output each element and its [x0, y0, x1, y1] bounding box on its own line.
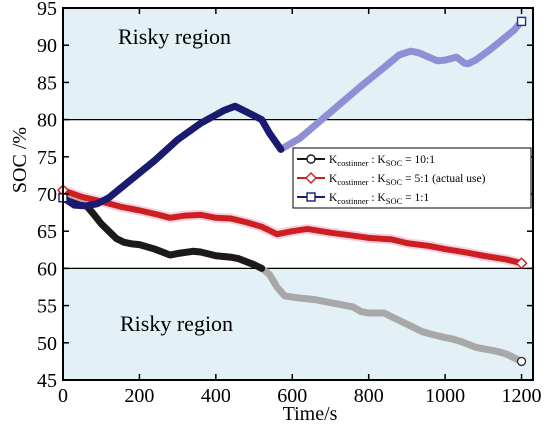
- risky-regions: [63, 8, 533, 380]
- series-line: [60, 187, 525, 267]
- x-axis-label: Time/s: [283, 403, 338, 425]
- y-tick-label: 85: [37, 72, 57, 94]
- series-line-light: [258, 264, 526, 365]
- y-tick-label: 45: [37, 370, 57, 392]
- risky-region-1: [63, 268, 533, 380]
- y-tick-label: 50: [37, 333, 57, 355]
- x-tick-label: 800: [354, 385, 384, 407]
- tick-labels: 0 200 400 600 800 1000 1200 45 50 55 60 65 70 75 80 85 9…: [37, 0, 542, 407]
- threshold-lines: [63, 118, 533, 270]
- region-label-bottom: Risky region: [120, 311, 233, 336]
- x-tick-label: 1000: [425, 385, 465, 407]
- series-line-dark: [59, 102, 285, 210]
- series-end-marker: [516, 16, 527, 27]
- y-tick-label: 80: [37, 110, 57, 132]
- y-tick-label: 75: [37, 147, 57, 169]
- y-tick-label: 60: [37, 258, 57, 280]
- region-label-top: Risky region: [118, 24, 231, 49]
- legend-marker-0: [306, 154, 316, 164]
- legend-box: [292, 147, 532, 209]
- series-end-marker: [516, 356, 527, 367]
- x-tick-label: 0: [58, 385, 68, 407]
- series-lines: [57, 16, 528, 367]
- axes: [62, 7, 534, 381]
- legend: Kcostinner : KSOC = 10:1 Kcostinner : KSO…: [292, 147, 532, 209]
- risky-region-0: [63, 8, 533, 120]
- x-tick-label: 600: [277, 385, 307, 407]
- x-tick-label: 1200: [502, 385, 542, 407]
- y-tick-label: 55: [37, 296, 57, 318]
- legend-entry-2: Kcostinner : KSOC = 1:1: [329, 192, 429, 206]
- x-tick-label: 400: [201, 385, 231, 407]
- y-tick-label: 95: [37, 0, 57, 20]
- legend-entry-1: Kcostinner : KSOC = 5:1 (actual use): [329, 173, 486, 187]
- y-axis-label: SOC /%: [9, 127, 31, 193]
- series-end-marker: [515, 257, 528, 270]
- y-tick-label: 90: [37, 35, 57, 57]
- legend-marker-2: [306, 192, 316, 202]
- y-tick-label: 70: [37, 184, 57, 206]
- legend-entry-0: Kcostinner : KSOC = 10:1: [329, 154, 435, 168]
- y-tick-label: 65: [37, 221, 57, 243]
- x-tick-label: 200: [124, 385, 154, 407]
- legend-marker-1: [305, 172, 317, 184]
- series-line-light: [277, 17, 526, 153]
